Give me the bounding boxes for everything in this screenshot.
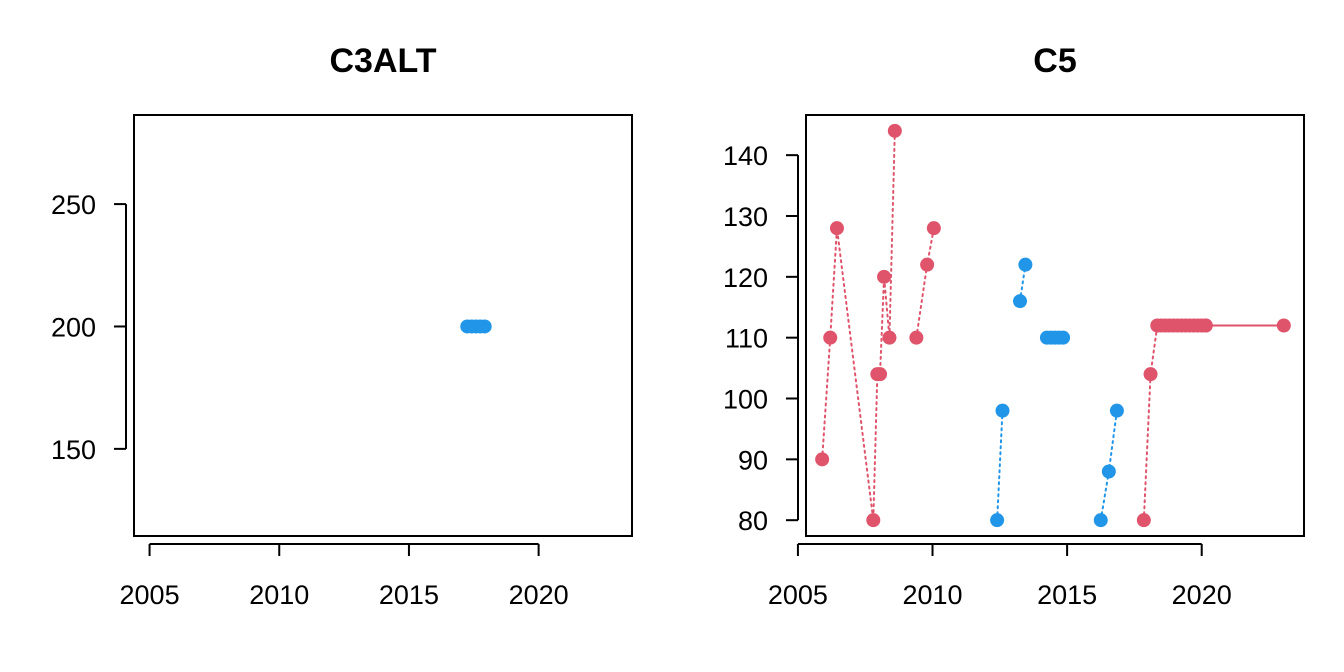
y-tick-label: 110: [725, 324, 768, 354]
x-tick-label: 2005: [120, 580, 180, 610]
y-tick-label: 100: [723, 385, 768, 415]
y-tick-label: 130: [723, 202, 768, 232]
y-tick-label: 140: [723, 141, 768, 171]
series-line-0: [821, 129, 896, 521]
y-tick-label: 90: [738, 445, 768, 475]
x-tick-label: 2015: [1037, 580, 1097, 610]
x-tick-label: 2015: [379, 580, 439, 610]
data-point: [926, 221, 941, 236]
data-point: [1136, 513, 1151, 528]
data-point: [1018, 257, 1033, 272]
chart-title: C3ALT: [329, 42, 436, 80]
y-tick-label: 120: [723, 263, 768, 293]
x-tick-label: 2020: [1172, 580, 1232, 610]
data-point: [873, 367, 888, 382]
data-point: [995, 403, 1010, 418]
data-point: [877, 269, 892, 284]
chart-title: C5: [1033, 42, 1076, 80]
y-tick-label: 150: [51, 435, 96, 465]
data-point: [1013, 294, 1028, 309]
series-line-6: [1142, 324, 1207, 522]
data-point: [882, 330, 897, 345]
x-tick-label: 2005: [768, 580, 828, 610]
data-point: [887, 123, 902, 138]
data-point: [823, 330, 838, 345]
x-tick-label: 2010: [902, 580, 962, 610]
series-line-2: [996, 409, 1004, 522]
data-point: [1093, 513, 1108, 528]
data-point: [1101, 464, 1116, 479]
data-point: [477, 319, 492, 334]
data-point: [866, 513, 881, 528]
y-tick-label: 80: [738, 506, 768, 536]
panel-c5: C5 2005 2010 2015 2020 80 90 100 110 120 130 140: [723, 42, 1305, 610]
y-tick-label: 250: [51, 190, 96, 220]
plot-frame: [133, 114, 633, 537]
data-point: [1143, 367, 1158, 382]
data-point: [990, 513, 1005, 528]
x-tick-label: 2020: [509, 580, 569, 610]
data-point: [920, 257, 935, 272]
data-point: [1056, 330, 1071, 345]
x-tick-label: 2010: [249, 580, 309, 610]
data-point: [1109, 403, 1124, 418]
data-point: [1198, 318, 1213, 333]
y-tick-label: 200: [51, 312, 96, 342]
data-point: [815, 452, 830, 467]
data-point: [909, 330, 924, 345]
data-point: [1276, 318, 1291, 333]
data-point: [829, 221, 844, 236]
plot-frame: [805, 114, 1305, 537]
panel-c3alt: C3ALT 2005 2010 2015 2020 150 200 250: [51, 42, 633, 610]
series-line-1: [915, 227, 935, 339]
